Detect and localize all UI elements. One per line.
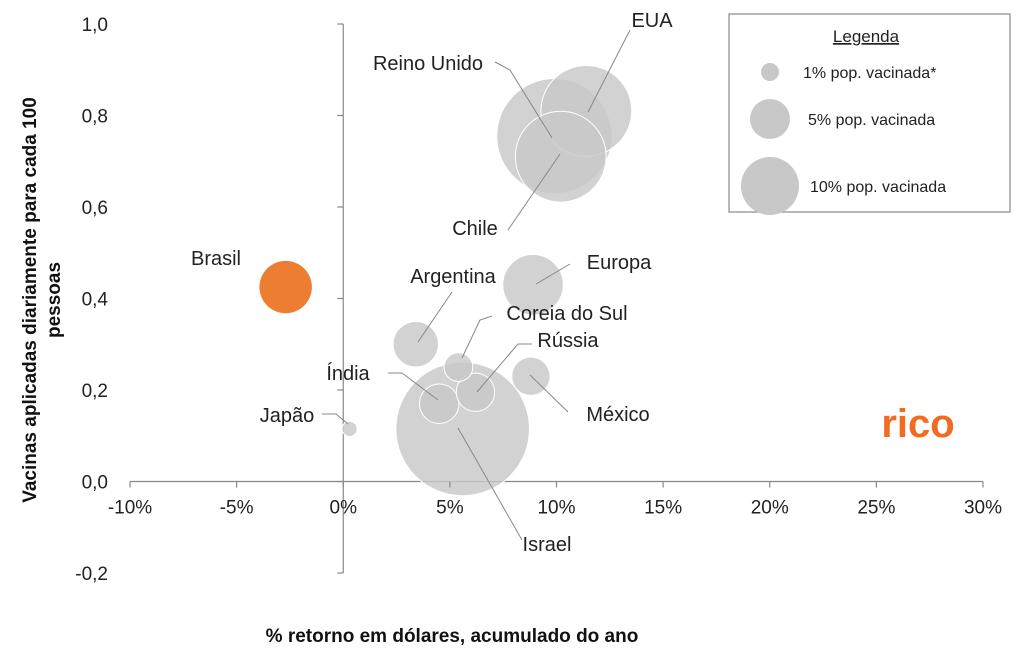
legend-bubble xyxy=(761,63,779,81)
legend-bubble xyxy=(750,99,790,139)
leader-line-europa xyxy=(535,263,571,285)
leader-line-chile xyxy=(507,153,561,231)
x-tick-label: 20% xyxy=(751,498,789,519)
bubble-brasil xyxy=(259,260,312,314)
bubble-japao xyxy=(341,420,358,437)
label-mexico: México xyxy=(586,404,649,426)
label-russia: Rússia xyxy=(537,330,599,352)
y-tick-label: 0,8 xyxy=(82,107,108,128)
leader-line-india xyxy=(388,372,439,401)
label-japao: Japão xyxy=(260,405,315,427)
leader-line-coreia-do-sul xyxy=(461,315,493,359)
leader-line-mexico xyxy=(529,374,569,413)
y-tick-label: 0,0 xyxy=(82,473,108,494)
legend-label: 5% pop. vacinada xyxy=(808,112,935,129)
x-tick-label: 15% xyxy=(644,498,682,519)
leader-line-reino-unido xyxy=(494,61,553,139)
leader-line-argentina xyxy=(417,291,453,343)
bubble-chile xyxy=(514,110,607,203)
leader-line-japao xyxy=(322,413,349,425)
leader-line-layer xyxy=(322,29,631,541)
y-tick-label: 0,4 xyxy=(82,290,109,311)
y-tick-label: 0,2 xyxy=(82,381,108,402)
x-tick-label: -10% xyxy=(108,498,152,519)
x-tick-label: 5% xyxy=(436,498,464,519)
legend-bubble xyxy=(741,157,799,215)
label-europa: Europa xyxy=(587,252,652,274)
bubble-europa xyxy=(502,254,564,316)
x-tick-labels: -10% -5% 0% 5% 10% 15% 20% 25% 30% xyxy=(108,481,1002,519)
y-tick-label: -0,2 xyxy=(75,564,108,585)
label-reino-unido: Reino Unido xyxy=(373,53,483,75)
label-india: Índia xyxy=(326,362,370,385)
legend-label: 10% pop. vacinada xyxy=(810,179,946,196)
label-argentina: Argentina xyxy=(410,266,496,288)
brand-logo: rico xyxy=(881,402,954,446)
x-tick-label: 30% xyxy=(964,498,1002,519)
y-axis-title-line1: Vacinas aplicadas diariamente para cada … xyxy=(20,97,41,503)
x-tick-label: 25% xyxy=(857,498,895,519)
label-brasil: Brasil xyxy=(191,248,241,270)
leader-line-israel xyxy=(457,427,523,541)
bubble-india xyxy=(418,383,460,424)
bubble-layer xyxy=(259,65,633,497)
leader-line-russia xyxy=(476,343,532,393)
legend: Legenda 1% pop. vacinada* 5% pop. vacinad… xyxy=(728,13,1011,215)
x-tick-label: -5% xyxy=(220,498,254,519)
brand-logo-text: rico xyxy=(881,402,954,446)
legend-label: 1% pop. vacinada* xyxy=(803,65,936,82)
y-tick-label: 1,0 xyxy=(82,15,108,36)
y-axis-title-line2: pessoas xyxy=(44,262,65,338)
y-tick-labels: 1,0 0,8 0,6 0,4 0,2 0,0 -0,2 xyxy=(75,15,344,585)
y-tick-label: 0,6 xyxy=(82,198,108,219)
leader-line-eua xyxy=(587,29,631,113)
legend-title: Legenda xyxy=(833,27,900,46)
bubble-argentina xyxy=(392,321,439,368)
label-chile: Chile xyxy=(452,218,498,240)
country-label-layer: EUA Reino Unido Chile Europa Brasil Argentina… xyxy=(191,10,673,556)
x-tick-label: 10% xyxy=(537,498,575,519)
bubble-coreia-do-sul xyxy=(443,352,474,382)
label-israel: Israel xyxy=(523,534,572,556)
label-eua: EUA xyxy=(631,10,673,32)
x-tick-label: 0% xyxy=(330,498,358,519)
x-axis-title: % retorno em dólares, acumulado do ano xyxy=(266,626,639,647)
legend-entries: 1% pop. vacinada* 5% pop. vacinada 10% pop… xyxy=(741,63,946,215)
label-coreia-do-sul: Coreia do Sul xyxy=(506,303,627,325)
